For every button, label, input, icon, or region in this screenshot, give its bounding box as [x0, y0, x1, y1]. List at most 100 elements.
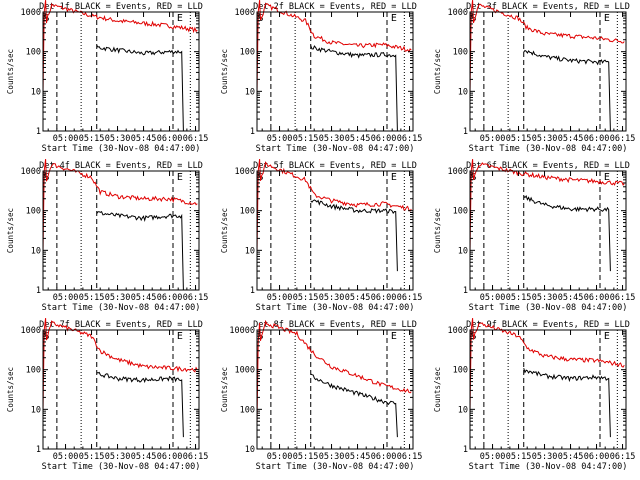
x-tick-label: 05:00 [53, 452, 79, 462]
x-tick-label: 05:15 [79, 134, 105, 144]
series-line-events [96, 211, 184, 291]
x-tick-label: 05:30 [319, 134, 345, 144]
end-marker-label: E [177, 13, 183, 24]
x-tick-label: 06:00 [371, 452, 397, 462]
x-tick-label: 05:00 [480, 452, 506, 462]
x-tick-label: 05:45 [345, 452, 371, 462]
panel-title: Det 2f BLACK = Events, RED = LLD [253, 2, 417, 12]
x-tick-label: 06:15 [610, 452, 636, 462]
plot-frame [256, 170, 414, 291]
y-tick-label: 100 [240, 48, 255, 58]
y-tick-label: 10 [245, 445, 255, 455]
series-line-events [310, 373, 398, 438]
panel-title: Det 4f BLACK = Events, RED = LLD [39, 161, 203, 171]
y-tick-label: 1000 [235, 167, 255, 177]
y-tick-label: 1000 [21, 326, 41, 336]
plot-frame [469, 11, 627, 132]
series-line-events [96, 44, 184, 132]
y-tick-label: 100 [26, 207, 41, 217]
x-tick-label: 05:45 [345, 293, 371, 303]
series-line-lld [256, 159, 412, 255]
x-tick-label: 05:00 [267, 293, 293, 303]
x-tick-label: 06:00 [371, 293, 397, 303]
y-axis-label: Counts/sec [6, 367, 15, 412]
y-axis-label: Counts/sec [433, 367, 442, 412]
x-tick-label: 05:30 [105, 134, 131, 144]
x-tick-label: 06:15 [183, 134, 209, 144]
x-axis-label: Start Time (30-Nov-08 04:47:00) [469, 144, 628, 154]
x-tick-label: 05:45 [345, 134, 371, 144]
y-tick-label: 1000 [21, 8, 41, 18]
series-line-lld [469, 159, 625, 255]
x-tick-label: 05:30 [532, 293, 558, 303]
series-line-events [310, 199, 398, 272]
series-line-events [96, 371, 184, 438]
plot-frame [469, 329, 627, 450]
x-tick-label: 06:15 [610, 293, 636, 303]
panel-title: Det 5f BLACK = Events, RED = LLD [253, 161, 417, 171]
x-tick-label: 05:15 [293, 134, 319, 144]
panel-title: Det 6f BLACK = Events, RED = LLD [466, 161, 630, 171]
series-line-lld [469, 318, 625, 414]
end-marker-label: E [604, 13, 610, 24]
x-tick-label: 05:00 [53, 134, 79, 144]
x-tick-label: 05:45 [558, 134, 584, 144]
x-tick-label: 05:15 [506, 452, 532, 462]
panel-title: Det 3f BLACK = Events, RED = LLD [466, 2, 630, 12]
series-line-lld [42, 318, 198, 414]
end-marker-label: E [604, 331, 610, 342]
y-tick-label: 10000 [229, 326, 255, 336]
y-axis-label: Counts/sec [6, 49, 15, 94]
y-tick-label: 100 [453, 207, 468, 217]
panel-title: Det 8f BLACK = Events, RED = LLD [253, 320, 417, 330]
y-tick-label: 1000 [21, 167, 41, 177]
x-tick-label: 05:30 [105, 452, 131, 462]
x-tick-label: 05:15 [79, 293, 105, 303]
x-tick-label: 06:00 [371, 134, 397, 144]
x-tick-label: 05:45 [558, 293, 584, 303]
x-tick-label: 05:15 [293, 293, 319, 303]
x-tick-label: 06:00 [157, 293, 183, 303]
x-axis-label: Start Time (30-Nov-08 04:47:00) [256, 303, 415, 313]
x-tick-label: 05:45 [558, 452, 584, 462]
panel-title: Det 1f BLACK = Events, RED = LLD [39, 2, 203, 12]
end-marker-label: E [604, 172, 610, 183]
y-tick-label: 1 [36, 127, 41, 137]
x-tick-label: 05:00 [267, 134, 293, 144]
x-tick-label: 05:30 [532, 452, 558, 462]
x-tick-label: 05:30 [319, 293, 345, 303]
y-axis-label: Counts/sec [220, 49, 229, 94]
x-tick-label: 06:00 [157, 452, 183, 462]
x-axis-label: Start Time (30-Nov-08 04:47:00) [256, 144, 415, 154]
x-axis-label: Start Time (30-Nov-08 04:47:00) [469, 462, 628, 472]
y-tick-label: 100 [240, 405, 255, 415]
end-marker-label: E [177, 172, 183, 183]
x-tick-label: 05:30 [319, 452, 345, 462]
y-tick-label: 1000 [448, 326, 468, 336]
series-line-events [310, 45, 398, 132]
x-axis-label: Start Time (30-Nov-08 04:47:00) [42, 144, 201, 154]
plot-frame [42, 170, 200, 291]
x-tick-label: 05:00 [267, 452, 293, 462]
y-tick-label: 100 [240, 207, 255, 217]
series-line-lld [256, 319, 412, 426]
y-tick-label: 10 [458, 87, 468, 97]
panel-title: Det 7f BLACK = Events, RED = LLD [39, 320, 203, 330]
x-tick-label: 06:15 [397, 452, 423, 462]
x-tick-label: 05:45 [131, 134, 157, 144]
y-axis-label: Counts/sec [6, 208, 15, 253]
x-tick-label: 06:00 [584, 293, 610, 303]
y-tick-label: 10 [31, 405, 41, 415]
y-axis-label: Counts/sec [220, 208, 229, 253]
plot-frame [42, 329, 200, 450]
y-tick-label: 1 [36, 445, 41, 455]
x-tick-label: 05:00 [53, 293, 79, 303]
x-tick-label: 05:00 [480, 134, 506, 144]
